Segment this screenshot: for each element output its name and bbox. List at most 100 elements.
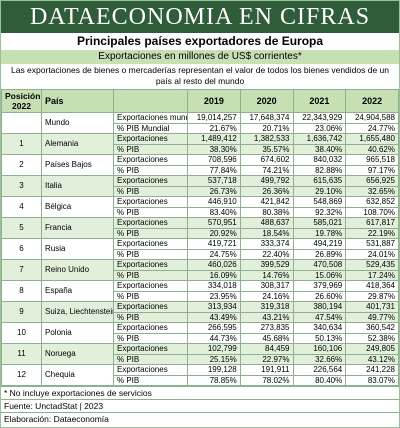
value-cell: 537,718	[187, 175, 241, 187]
value-cell: 80.40%	[292, 374, 347, 386]
value-cell: 340,634	[292, 322, 347, 334]
table-row: 5 Francia Exportaciones 570,951 488,637 585,0…	[1, 217, 399, 239]
value-cell: 19,014,257	[187, 112, 241, 124]
value-cell: 488,637	[239, 217, 294, 229]
value-cell: 50.13%	[292, 332, 347, 344]
position-cell: 8	[1, 280, 42, 302]
value-cell: 40.62%	[345, 143, 399, 155]
position-cell: 5	[1, 217, 42, 239]
value-cell: 249,805	[345, 343, 399, 355]
table: Posición 2022 País 2019 2020 2021 2022 Mund…	[1, 89, 399, 386]
value-cell: 23.95%	[187, 290, 241, 302]
row-label: % PIB	[113, 164, 188, 176]
position-cell: 9	[1, 301, 42, 323]
value-cell: 494,219	[292, 238, 347, 250]
row-label: Exportaciones mundiales	[113, 112, 188, 124]
header-cell: 2022	[345, 89, 399, 113]
value-cell: 22.40%	[239, 248, 294, 260]
country-cell: Italia	[41, 175, 114, 197]
table-row: % PIB 44.73% 45.68% 50.13% 52.38%	[2, 332, 399, 344]
table-row: 1 Alemania Exportaciones 1,489,412 1,382,533…	[1, 133, 399, 155]
footer: * No incluye exportaciones de servicios F…	[1, 386, 399, 425]
row-label: Exportaciones	[113, 175, 188, 187]
country-cell: Chequia	[41, 364, 114, 386]
value-cell: 29.87%	[345, 290, 399, 302]
table-row: % PIB 24.75% 22.40% 26.89% 24.01%	[2, 248, 399, 260]
value-cell: 26.60%	[292, 290, 347, 302]
row-label: % PIB	[113, 269, 188, 281]
row-label: % PIB	[113, 374, 188, 386]
table-row: % PIB 83.40% 80.38% 92.32% 108.70%	[2, 206, 399, 218]
value-cell: 674,602	[239, 154, 294, 166]
row-label: Exportaciones	[113, 196, 188, 208]
position-cell: 4	[1, 196, 42, 218]
subtitle: Exportaciones en millones de US$ corrien…	[1, 50, 399, 64]
value-cell: 273,835	[239, 322, 294, 334]
value-cell: 360,542	[345, 322, 399, 334]
value-cell: 1,636,742	[292, 133, 347, 145]
value-cell: 18.54%	[239, 227, 294, 239]
value-cell: 83.07%	[345, 374, 399, 386]
value-cell: 421,842	[239, 196, 294, 208]
position-cell: 7	[1, 259, 42, 281]
row-label: Exportaciones	[113, 364, 188, 376]
value-cell: 446,910	[187, 196, 241, 208]
value-cell: 241,228	[345, 364, 399, 376]
value-cell: 24.16%	[239, 290, 294, 302]
row-label: % PIB	[113, 185, 188, 197]
country-cell: Reino Unido	[41, 259, 114, 281]
value-cell: 22.19%	[345, 227, 399, 239]
value-cell: 418,364	[345, 280, 399, 292]
table-row: % PIB 78.85% 78.02% 80.40% 83.07%	[2, 374, 399, 386]
value-cell: 615,635	[292, 175, 347, 187]
value-cell: 570,951	[187, 217, 241, 229]
header-row: Posición 2022 País 2019 2020 2021 2022	[1, 89, 399, 113]
value-cell: 17.24%	[345, 269, 399, 281]
position-cell: 2	[1, 154, 42, 176]
row-label: % PIB Mundial	[113, 122, 188, 134]
country-cell: Polonia	[41, 322, 114, 344]
value-cell: 23.06%	[292, 122, 347, 134]
banner: DATAECONOMIA EN CIFRAS	[1, 1, 399, 33]
value-cell: 49.77%	[345, 311, 399, 323]
country-cell: Rusia	[41, 238, 114, 260]
row-label: % PIB	[113, 332, 188, 344]
value-cell: 470,508	[292, 259, 347, 271]
row-label: % PIB	[113, 311, 188, 323]
row-label: % PIB	[113, 206, 188, 218]
value-cell: 1,382,533	[239, 133, 294, 145]
value-cell: 531,887	[345, 238, 399, 250]
table-row: % PIB 16.09% 14.76% 15.06% 17.24%	[2, 269, 399, 281]
value-cell: 32.66%	[292, 353, 347, 365]
table-row: 11 Noruega Exportaciones 102,799 84,459 160,1…	[1, 343, 399, 365]
row-label: Exportaciones	[113, 154, 188, 166]
value-cell: 35.57%	[239, 143, 294, 155]
value-cell: 199,128	[187, 364, 241, 376]
row-label: % PIB	[113, 143, 188, 155]
value-cell: 26.89%	[292, 248, 347, 260]
value-cell: 97.17%	[345, 164, 399, 176]
header-cell: 2020	[239, 89, 294, 113]
value-cell: 44.73%	[187, 332, 241, 344]
header-cell: 2021	[292, 89, 347, 113]
header-cell: País	[41, 89, 114, 113]
country-cell: España	[41, 280, 114, 302]
footer-line: Elaboración: Dataeconomía	[1, 412, 399, 425]
value-cell: 74.21%	[239, 164, 294, 176]
footer-line: * No incluye exportaciones de servicios	[1, 386, 399, 399]
value-cell: 840,032	[292, 154, 347, 166]
table-row: % PIB 43.49% 43.21% 47.54% 49.77%	[2, 311, 399, 323]
position-cell: 12	[1, 364, 42, 386]
value-cell: 499,792	[239, 175, 294, 187]
value-cell: 399,529	[239, 259, 294, 271]
position-cell	[1, 112, 42, 134]
value-cell: 380,194	[292, 301, 347, 313]
value-cell: 16.09%	[187, 269, 241, 281]
value-cell: 20.71%	[239, 122, 294, 134]
footer-line: Fuente: UnctadStat | 2023	[1, 399, 399, 412]
value-cell: 78.85%	[187, 374, 241, 386]
country-cell: Francia	[41, 217, 114, 239]
table-row: 6 Rusia Exportaciones 419,721 333,374 494,219…	[1, 238, 399, 260]
row-label: Exportaciones	[113, 301, 188, 313]
